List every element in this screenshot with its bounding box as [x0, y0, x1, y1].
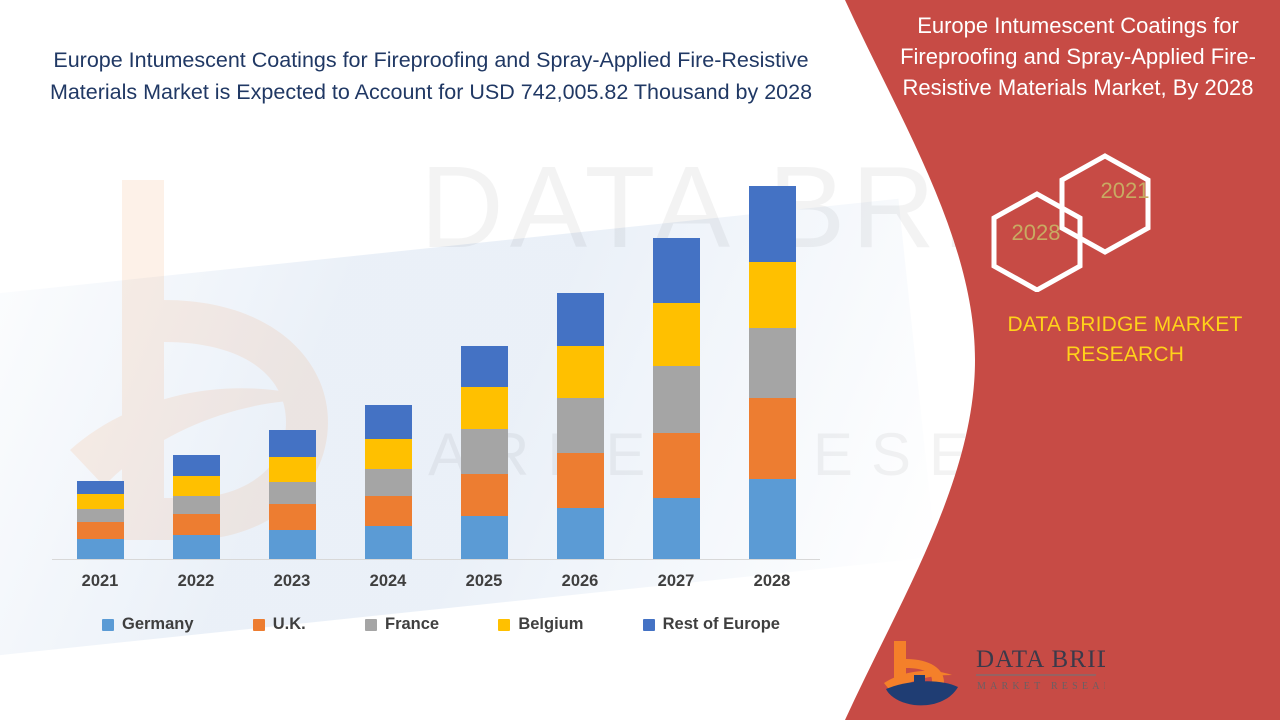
bar-segment — [172, 476, 220, 496]
legend-label: France — [384, 615, 440, 633]
stacked-bar — [748, 186, 796, 559]
stacked-bar-series — [52, 170, 820, 559]
legend-label: U.K. — [272, 615, 306, 633]
bar-segment — [652, 433, 700, 498]
bar-segment — [172, 455, 220, 476]
bar-column-2022 — [148, 170, 244, 559]
legend-label: Rest of Europe — [662, 615, 780, 633]
x-axis-label: 2026 — [561, 572, 599, 590]
bar-segment — [364, 526, 412, 559]
legend-item[interactable]: Rest of Europe — [642, 615, 780, 634]
bar-segment — [748, 479, 796, 559]
panel-title: Europe Intumescent Coatings for Fireproo… — [900, 13, 1256, 100]
stacked-bar — [460, 346, 508, 559]
stacked-bar — [364, 405, 412, 559]
legend-item[interactable]: Germany — [102, 615, 194, 634]
x-axis-label: 2027 — [657, 572, 695, 590]
legend-swatch-icon — [642, 618, 655, 631]
bar-segment — [268, 504, 316, 530]
bar-segment — [172, 514, 220, 535]
bar-column-2027 — [628, 170, 724, 559]
bar-segment — [652, 366, 700, 433]
hexagon-shapes-icon — [991, 153, 1151, 293]
bar-column-2021 — [52, 170, 148, 559]
bar-segment — [460, 346, 508, 387]
hexagon-group: 2021 2028 — [985, 152, 1185, 293]
data-bridge-logo: DATA BRIDGE MARKET RESEARCH — [884, 641, 1105, 706]
bar-column-2026 — [532, 170, 628, 559]
logo-mark-icon — [884, 641, 958, 706]
bar-segment — [76, 522, 124, 539]
bar-segment — [268, 457, 316, 482]
bar-segment — [460, 474, 508, 516]
hexagon-year-2028: 2028 — [1011, 220, 1061, 245]
hexagon-year-2021: 2021 — [1100, 178, 1150, 203]
bar-segment — [268, 530, 316, 559]
bar-segment — [748, 398, 796, 479]
bar-segment — [76, 494, 124, 509]
stacked-bar — [652, 238, 700, 559]
bar-segment — [76, 481, 124, 494]
bar-segment — [460, 387, 508, 429]
legend-label: Belgium — [518, 615, 584, 633]
stacked-bar — [268, 430, 316, 559]
x-axis-label: 2024 — [369, 572, 407, 590]
legend-label: Germany — [122, 615, 194, 633]
chart-plot-area — [52, 170, 820, 560]
x-axis-label: 2025 — [465, 572, 503, 590]
bar-segment — [652, 498, 700, 559]
bar-column-2025 — [436, 170, 532, 559]
legend-swatch-icon — [252, 618, 265, 631]
bar-segment — [172, 535, 220, 559]
legend-swatch-icon — [102, 618, 114, 631]
bar-segment — [460, 429, 508, 474]
x-axis-label: 2021 — [81, 572, 119, 590]
bar-segment — [748, 262, 796, 328]
x-axis-label: 2022 — [177, 572, 215, 590]
chart-title: Europe Intumescent Coatings for Fireproo… — [49, 48, 813, 104]
x-axis-label: 2028 — [753, 572, 791, 590]
logo-text-primary: DATA BRIDGE — [976, 646, 1105, 673]
bar-segment — [76, 509, 124, 522]
brand-line-2: RESEARCH — [1065, 343, 1185, 366]
bar-segment — [748, 328, 796, 398]
stacked-bar — [172, 455, 220, 559]
bar-segment — [172, 496, 220, 514]
bar-segment — [268, 482, 316, 504]
bar-segment — [364, 439, 412, 469]
bar-segment — [556, 293, 604, 346]
brand-name-text: DATA BRIDGE MARKET RESEARCH — [980, 310, 1270, 370]
bar-segment — [556, 508, 604, 559]
bar-segment — [556, 346, 604, 398]
legend-item[interactable]: U.K. — [252, 615, 306, 634]
bar-column-2024 — [340, 170, 436, 559]
stacked-bar — [76, 481, 124, 559]
bar-segment — [556, 453, 604, 508]
stacked-bar — [556, 293, 604, 559]
bar-column-2023 — [244, 170, 340, 559]
bar-column-2028 — [724, 170, 820, 559]
bar-segment — [364, 469, 412, 496]
chart-legend: Germany U.K. France Belgium Rest of Europe — [52, 615, 820, 634]
legend-item[interactable]: Belgium — [498, 615, 583, 634]
bar-segment — [76, 539, 124, 559]
bar-segment — [652, 303, 700, 366]
bar-segment — [364, 496, 412, 526]
logo-text-secondary: MARKET RESEARCH — [977, 681, 1105, 692]
bar-segment — [460, 516, 508, 559]
legend-swatch-icon — [364, 618, 377, 631]
bar-segment — [268, 430, 316, 457]
legend-swatch-icon — [498, 618, 511, 631]
bar-segment — [748, 186, 796, 262]
legend-item[interactable]: France — [364, 615, 440, 634]
x-axis-labels: 2021 2022 2023 2024 2025 2026 2027 2028 — [52, 572, 820, 591]
bar-segment — [652, 238, 700, 303]
brand-line-1: DATA BRIDGE MARKET — [1007, 313, 1243, 336]
x-axis-label: 2023 — [273, 572, 311, 590]
bar-segment — [364, 405, 412, 439]
bar-segment — [556, 398, 604, 453]
x-axis-line — [52, 559, 820, 560]
